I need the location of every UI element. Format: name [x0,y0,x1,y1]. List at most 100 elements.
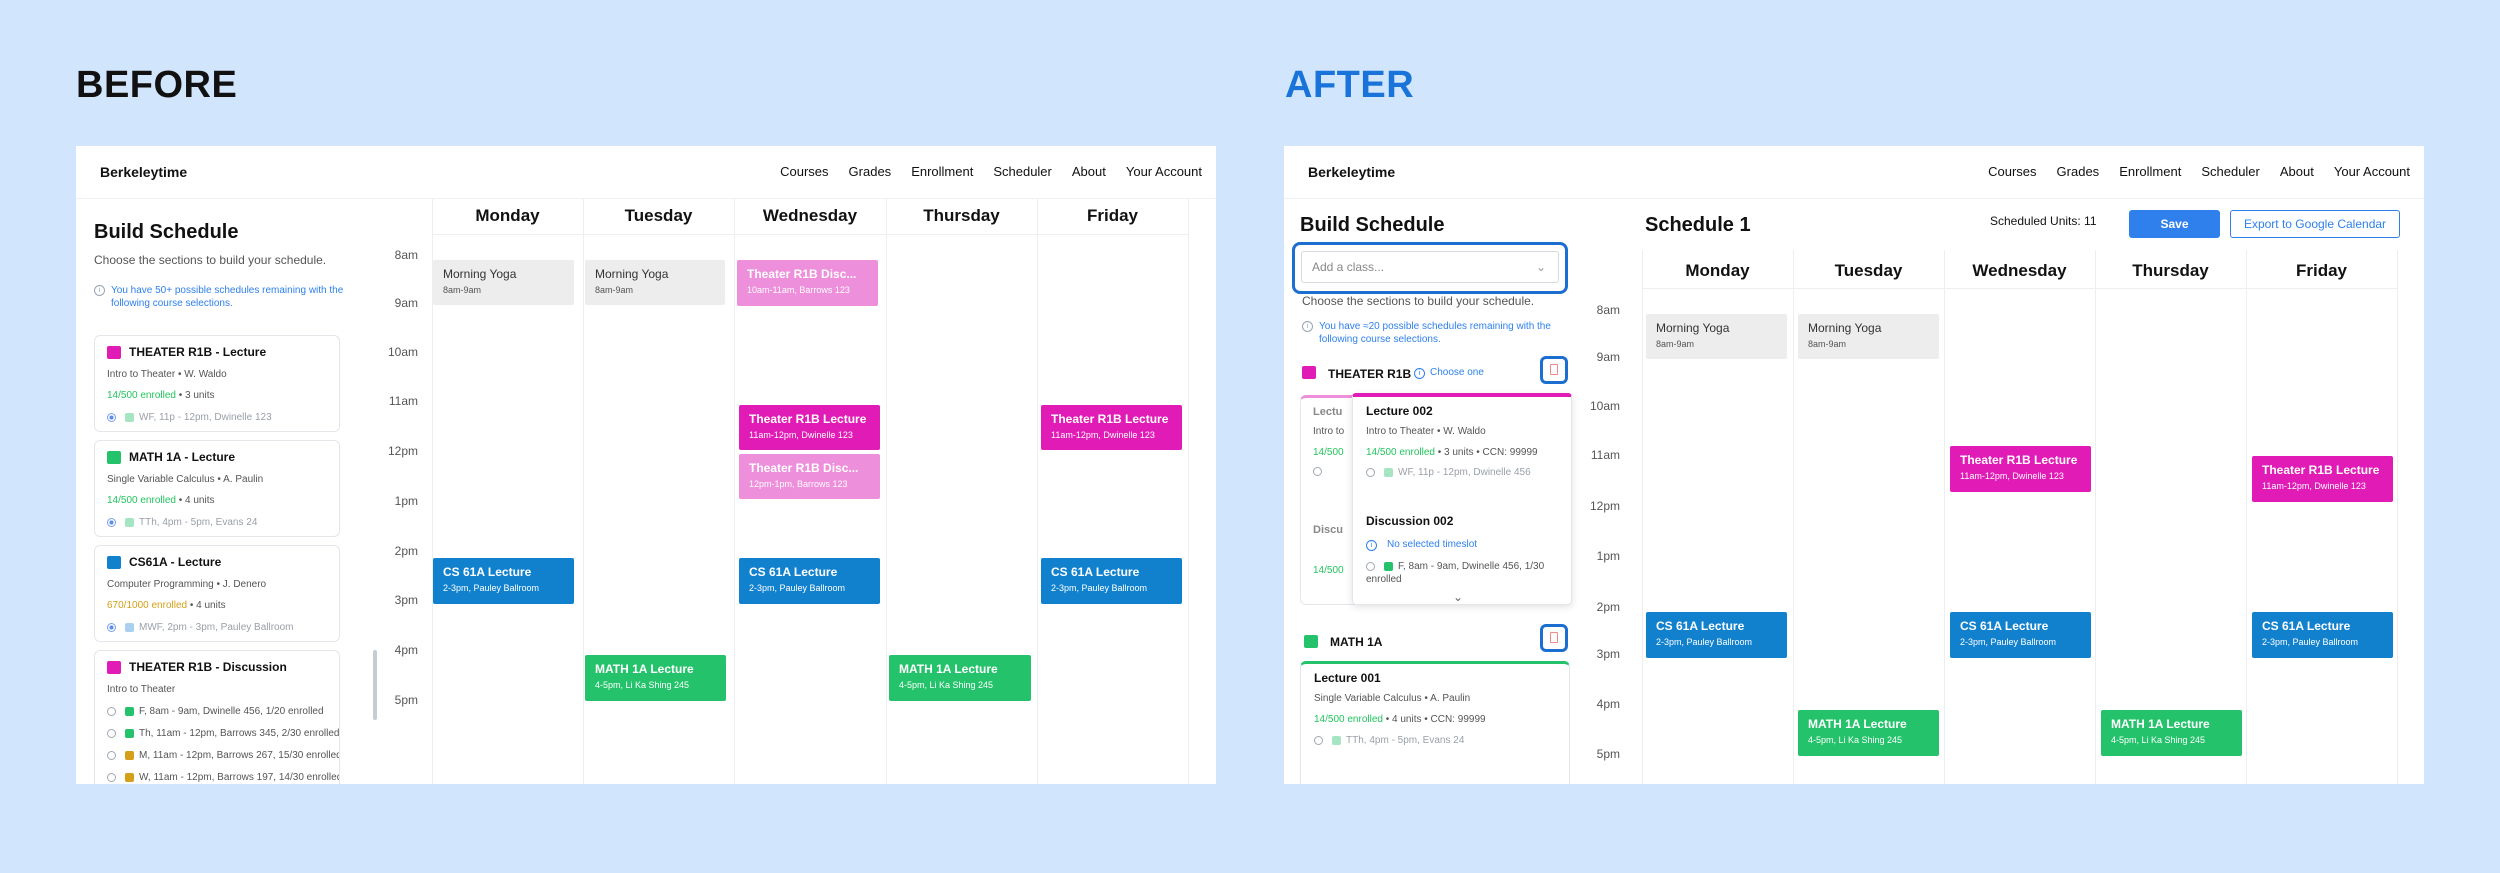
save-button[interactable]: Save [2129,210,2220,238]
course-card-title: CS61A - Lecture [129,555,222,569]
nav-grades[interactable]: Grades [848,164,892,179]
course-color-swatch [1302,366,1316,379]
time-label: 3pm [394,593,418,607]
sidebar-scrollbar[interactable] [373,650,377,720]
event-math1a-lecture[interactable]: MATH 1A Lecture 4-5pm, Li Ka Shing 245 [1798,710,1939,756]
event-math1a-lecture[interactable]: MATH 1A Lecture 4-5pm, Li Ka Shing 245 [889,655,1031,701]
event-morning-yoga[interactable]: Morning Yoga 8am-9am [1798,314,1939,359]
event-morning-yoga[interactable]: Morning Yoga 8am-9am [585,260,725,305]
event-theater-discussion[interactable]: Theater R1B Disc... 10am-11am, Barrows 12… [737,260,878,306]
time-label: 10am [387,345,418,359]
nav-enrollment[interactable]: Enrollment [911,164,974,179]
brand-logo[interactable]: Berkeleytime [100,164,188,180]
schedule-title[interactable]: Schedule 1 [1645,214,1751,236]
course-card-math[interactable]: Lecture 001 Single Variable Calculus • A… [1300,661,1570,784]
section-option[interactable]: TTh, 4pm - 5pm, Evans 24 [107,517,257,528]
time-label: 4pm [394,643,418,657]
course-card-enrollment: 14/500 enrolled • 4 units [107,495,215,506]
trash-icon [1550,364,1558,375]
add-class-input[interactable]: Add a class... ⌄ [1301,251,1559,283]
section-option[interactable]: WF, 11p - 12pm, Dwinelle 456 [1366,467,1531,478]
day-header: Tuesday [1834,261,1903,280]
time-label: 1pm [394,494,418,508]
before-window: Berkeleytime Courses Grades Enrollment S… [76,146,1216,784]
course-card-title: THEATER R1B - Discussion [129,660,287,674]
event-cs61a-lecture[interactable]: CS 61A Lecture 2-3pm, Pauley Ballroom [1950,612,2091,658]
event-morning-yoga[interactable]: Morning Yoga 8am-9am [1646,314,1787,359]
section-option[interactable]: MWF, 2pm - 3pm, Pauley Ballroom [107,622,294,633]
lecture-sub: Single Variable Calculus • A. Paulin [1314,693,1471,704]
brand-logo[interactable]: Berkeleytime [1308,164,1396,180]
day-header: Wednesday [1972,261,2067,280]
nav-account[interactable]: Your Account [2333,164,2410,179]
nav-scheduler[interactable]: Scheduler [2201,164,2260,179]
course-card-cs-lecture[interactable]: CS61A - Lecture Computer Programming • J… [94,545,340,642]
nav-enrollment[interactable]: Enrollment [2119,164,2182,179]
course-card-sub: Intro to Theater [107,684,176,695]
event-math1a-lecture[interactable]: MATH 1A Lecture 4-5pm, Li Ka Shing 245 [585,655,726,701]
course-color-swatch [107,556,121,569]
radio-selected[interactable] [107,517,116,527]
section-option[interactable]: TTh, 4pm - 5pm, Evans 24 [1314,735,1464,746]
export-google-calendar-button[interactable]: Export to Google Calendar [2230,210,2400,238]
time-label: 1pm [1596,549,1620,563]
event-cs61a-lecture[interactable]: CS 61A Lecture 2-3pm, Pauley Ballroom [1646,612,1787,658]
nav-courses[interactable]: Courses [1988,164,2037,179]
course-name: MATH 1A [1330,635,1383,649]
course-card-theater-discussion[interactable]: THEATER R1B - Discussion Intro to Theate… [94,650,340,784]
page-subtitle: Choose the sections to build your schedu… [1302,294,1535,308]
time-label: 12pm [387,444,418,458]
event-math1a-lecture[interactable]: MATH 1A Lecture 4-5pm, Li Ka Shing 245 [2101,710,2242,756]
event-cs61a-lecture[interactable]: CS 61A Lecture 2-3pm, Pauley Ballroom [2252,612,2393,658]
chevron-down-icon[interactable]: ⌄ [1453,590,1464,604]
section-option[interactable]: WF, 11p - 12pm, Dwinelle 123 [107,412,272,423]
remove-course-button[interactable] [1540,624,1568,652]
course-card-title: MATH 1A - Lecture [129,450,236,464]
choose-one-link[interactable]: i Choose one [1414,367,1484,379]
event-theater-lecture[interactable]: Theater R1B Lecture 11am-12pm, Dwinelle 1… [1950,446,2091,492]
day-header: Friday [1086,206,1139,225]
info-icon: i [1302,321,1313,332]
nav-links: Courses Grades Enrollment Scheduler Abou… [780,164,1202,179]
course-card-enrollment: 670/1000 enrolled • 4 units [107,600,226,611]
event-morning-yoga[interactable]: Morning Yoga 8am-9am [433,260,574,305]
nav-scheduler[interactable]: Scheduler [993,164,1052,179]
radio-selected[interactable] [107,412,116,422]
section-option[interactable]: Th, 11am - 12pm, Barrows 345, 2/30 enrol… [107,728,339,739]
event-cs61a-lecture[interactable]: CS 61A Lecture 2-3pm, Pauley Ballroom [433,558,574,604]
after-heading: AFTER [1285,64,1415,106]
radio-selected[interactable] [107,622,116,632]
course-card-theater-lecture[interactable]: THEATER R1B - Lecture Intro to Theater •… [94,335,340,432]
course-color-swatch [1304,635,1318,648]
time-label: 5pm [1596,747,1620,761]
section-popup[interactable]: Lecture 002 Intro to Theater • W. Waldo … [1352,393,1572,605]
remove-course-button[interactable] [1540,356,1568,384]
nav-about[interactable]: About [2279,164,2314,179]
event-theater-discussion[interactable]: Theater R1B Disc... 12pm-1pm, Barrows 123 [739,454,880,499]
course-card-enrollment: 14/500 enrolled • 3 units [107,390,215,401]
time-label: 2pm [394,544,418,558]
nav-about[interactable]: About [1071,164,1106,179]
scheduled-units: Scheduled Units: 11 [1990,214,2097,228]
time-label: 5pm [394,693,418,707]
nav-grades[interactable]: Grades [2056,164,2100,179]
lecture-title: Lecture 002 [1366,404,1433,418]
day-header: Wednesday [762,206,858,225]
event-theater-lecture[interactable]: Theater R1B Lecture 11am-12pm, Dwinelle 1… [739,405,880,450]
event-theater-lecture[interactable]: Theater R1B Lecture 11am-12pm, Dwinelle 1… [2252,456,2393,502]
section-option[interactable]: F, 8am - 9am, Dwinelle 456, 1/30 enrolle… [1366,561,1545,585]
section-option[interactable]: F, 8am - 9am, Dwinelle 456, 1/20 enrolle… [107,706,324,717]
time-label: 10am [1589,399,1620,413]
chevron-down-icon: ⌄ [1535,260,1546,274]
schedules-info: i You have 50+ possible schedules remain… [94,284,344,310]
section-option[interactable]: W, 11am - 12pm, Barrows 197, 14/30 enrol… [107,772,339,783]
section-option[interactable]: M, 11am - 12pm, Barrows 267, 15/30 enrol… [107,750,339,761]
nav-courses[interactable]: Courses [780,164,829,179]
nav-account[interactable]: Your Account [1125,164,1202,179]
event-cs61a-lecture[interactable]: CS 61A Lecture 2-3pm, Pauley Ballroom [1041,558,1182,604]
course-card-math-lecture[interactable]: MATH 1A - Lecture Single Variable Calcul… [94,440,340,537]
event-theater-lecture[interactable]: Theater R1B Lecture 11am-12pm, Dwinelle 1… [1041,405,1182,450]
time-label: 11am [388,394,418,408]
day-header: Monday [475,206,540,225]
event-cs61a-lecture[interactable]: CS 61A Lecture 2-3pm, Pauley Ballroom [739,558,880,604]
